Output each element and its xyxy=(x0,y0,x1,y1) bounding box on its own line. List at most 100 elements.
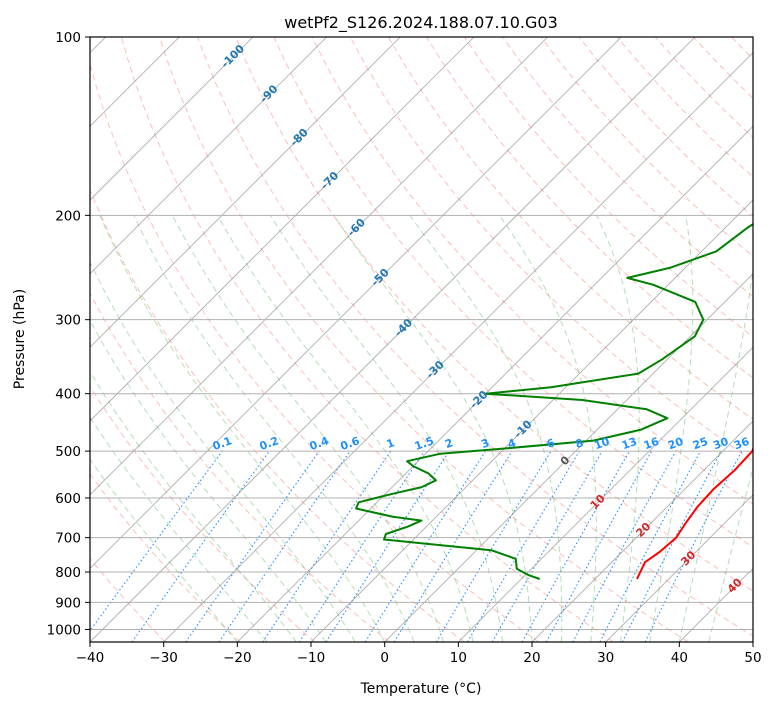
mixing-ratio-line xyxy=(545,450,653,642)
mixing-ratio-label: 13 xyxy=(620,435,639,452)
isotherm-line xyxy=(237,125,753,642)
dry-adiabat xyxy=(349,37,753,462)
dry-adiabat xyxy=(90,188,465,642)
isotherm-line xyxy=(90,37,696,642)
mixing-ratio-label: 0.4 xyxy=(308,434,331,453)
moist-adiabat xyxy=(333,215,533,642)
grid-lines xyxy=(90,37,753,642)
dry-adiabat xyxy=(159,37,689,642)
x-tick-label: 40 xyxy=(671,650,688,666)
dry-adiabat xyxy=(770,37,775,642)
y-tick-label: 900 xyxy=(55,595,81,611)
y-tick-label: 600 xyxy=(55,491,81,507)
dry-adiabat xyxy=(120,37,614,642)
mixing-ratio-label: 1.5 xyxy=(413,434,436,453)
isotherm-line xyxy=(90,37,327,275)
moist-adiabat xyxy=(172,215,445,642)
isotherm-line xyxy=(752,641,753,642)
dry-adiabat xyxy=(90,62,540,642)
dry-adiabat xyxy=(464,37,753,338)
mixing-ratio-label: 0.6 xyxy=(339,434,362,453)
plot-frame xyxy=(89,36,754,643)
mixing-ratio-label: 3 xyxy=(479,436,491,451)
chart-title: wetPf2_S126.2024.188.07.10.G03 xyxy=(284,13,558,33)
x-tick-label: −20 xyxy=(223,650,252,666)
x-tick-label: 30 xyxy=(597,650,614,666)
mixing-ratio-line xyxy=(521,450,630,642)
dry-adiabat xyxy=(502,37,753,298)
moist-adiabat xyxy=(217,215,474,642)
plot-background xyxy=(90,37,753,642)
isotherm-line xyxy=(90,37,622,569)
moist-adiabat xyxy=(133,215,415,642)
temperature-line xyxy=(636,445,753,580)
mixing-ratio-label: 20 xyxy=(666,435,685,453)
isotherm-line xyxy=(163,52,753,642)
y-axis-title: Pressure (hPa) xyxy=(12,289,28,389)
x-tick-label: 10 xyxy=(450,650,467,666)
mixing-ratio-label: 36 xyxy=(732,435,751,453)
mixing-ratio-line xyxy=(218,450,351,642)
moist-adiabat xyxy=(678,265,753,642)
x-tick-label: 0 xyxy=(380,650,389,666)
moist-adiabat xyxy=(99,215,386,642)
mixing-ratio-label: 0.1 xyxy=(211,434,234,453)
mixing-ratio-label: 10 xyxy=(593,435,612,453)
mixing-ratio-line xyxy=(644,450,743,642)
mixing-ratio-label: 16 xyxy=(642,435,661,453)
dry-adiabat xyxy=(90,385,316,642)
moist-adiabat xyxy=(90,458,238,642)
mixing-ratio-line xyxy=(393,450,513,642)
mixing-ratio-label: 30 xyxy=(711,435,730,453)
isotherm-line xyxy=(384,273,753,642)
profile-lines xyxy=(355,223,753,580)
x-tick-label: −10 xyxy=(297,650,326,666)
x-tick-label: 50 xyxy=(744,650,761,666)
isotherm-line xyxy=(605,494,753,642)
dry-adiabat xyxy=(235,37,753,592)
y-tick-label: 500 xyxy=(55,444,81,460)
mixing-ratio-line xyxy=(131,450,270,642)
y-tick-label: 400 xyxy=(55,387,81,403)
dry-adiabat xyxy=(90,292,390,642)
isotherm-line xyxy=(90,37,254,201)
mixing-ratio-line xyxy=(572,450,677,642)
mixing-ratio-line xyxy=(325,450,450,642)
isotherm-line xyxy=(531,420,753,642)
moist-adiabat xyxy=(409,215,563,642)
mixing-ratio-label: 0.2 xyxy=(258,434,281,453)
isotherm-line xyxy=(90,37,475,422)
mixing-ratio-line xyxy=(262,450,392,642)
y-tick-label: 100 xyxy=(55,30,81,46)
mixing-ratio-label: 2 xyxy=(443,436,455,451)
moist-adiabat xyxy=(90,416,268,642)
isotherm-line xyxy=(310,199,753,642)
isotherm-line xyxy=(458,346,753,642)
mixing-ratio-label: 25 xyxy=(691,435,710,452)
y-axis-ticks: 100 200 300 400 500 600 700 800 900 1000 xyxy=(47,30,90,638)
x-tick-label: −40 xyxy=(76,650,105,666)
x-axis-title: Temperature (°C) xyxy=(360,681,482,697)
moist-adiabat xyxy=(596,215,640,642)
mixing-ratio-line xyxy=(185,450,320,642)
moist-adiabat xyxy=(90,319,327,642)
moist-adiabat xyxy=(649,215,694,642)
y-tick-label: 300 xyxy=(55,313,81,329)
isotherm-line xyxy=(90,37,548,496)
dry-adiabat xyxy=(311,37,753,505)
dewpoint-line xyxy=(355,223,753,580)
x-axis-ticks: −40 −30 −20 −10 0 10 20 30 40 50 xyxy=(76,642,762,666)
mixing-ratio-line xyxy=(298,450,425,642)
mixing-ratio-label: 8 xyxy=(573,436,585,451)
x-tick-label: 20 xyxy=(523,650,540,666)
y-tick-label: 200 xyxy=(55,208,81,224)
mixing-ratio-line xyxy=(90,450,223,632)
mixing-ratio-label: 4 xyxy=(506,436,518,451)
dry-adiabat xyxy=(425,37,753,379)
moist-adiabat xyxy=(90,260,356,642)
dry-adiabat xyxy=(387,37,753,420)
y-tick-label: 800 xyxy=(55,565,81,581)
mixing-ratio-label: 6 xyxy=(545,436,557,451)
moist-adiabat xyxy=(90,370,297,642)
